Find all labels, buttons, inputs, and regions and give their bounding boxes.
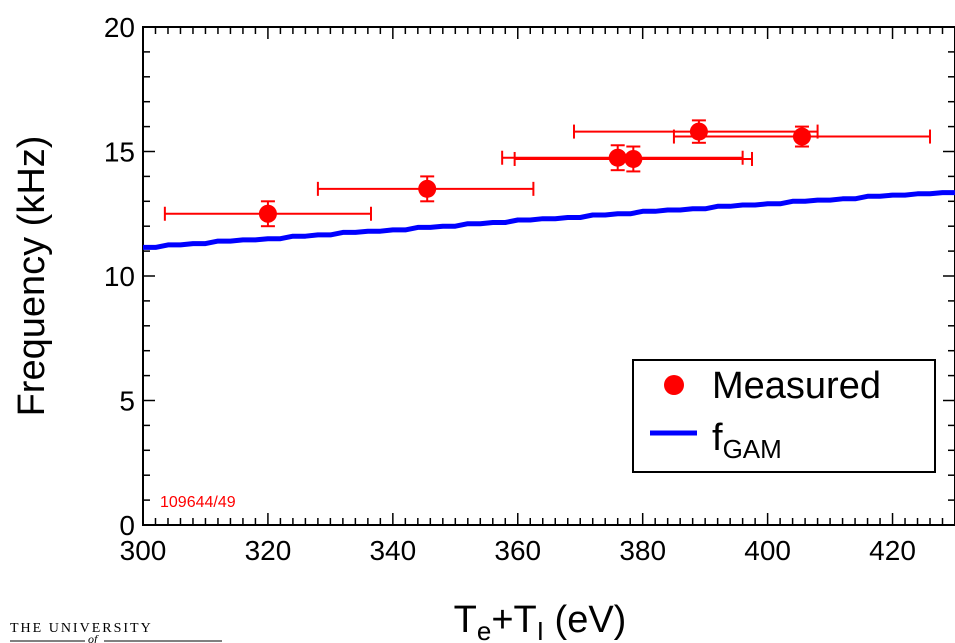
measured-marker xyxy=(792,127,811,146)
y-tick-label: 0 xyxy=(119,510,135,541)
measured-series xyxy=(163,119,932,228)
university-logo: THE UNIVERSITY of xyxy=(10,621,222,643)
y-axis-title: Frequency (kHz) xyxy=(11,136,53,417)
measured-marker xyxy=(624,149,643,168)
x-axis-title-t: T xyxy=(454,599,477,641)
x-tick-label: 400 xyxy=(744,535,791,566)
logo-line2: of xyxy=(88,632,99,643)
legend-box xyxy=(632,359,936,473)
annotation-shot-id: 109644/49 xyxy=(160,494,236,511)
measured-point xyxy=(163,200,372,228)
measured-point xyxy=(572,119,819,144)
x-axis-title-sub-i: I xyxy=(537,616,544,643)
x-axis-title-unit: (eV) xyxy=(544,599,626,641)
legend-fgam-label-main: f xyxy=(712,417,723,459)
x-axis-title: Te+TI (eV) xyxy=(454,599,627,643)
x-axis-title-plus: +T xyxy=(491,599,536,641)
measured-point xyxy=(501,144,744,172)
y-tick-labels: 0 5 10 15 20 xyxy=(104,12,135,541)
measured-marker xyxy=(258,204,277,223)
measured-marker xyxy=(418,179,437,198)
axis-ticks xyxy=(142,26,955,526)
measured-marker xyxy=(689,122,708,141)
legend: Measured fGAM xyxy=(632,359,936,473)
y-tick-label: 5 xyxy=(119,386,135,417)
fgam-line-path xyxy=(143,190,955,250)
x-tick-label: 300 xyxy=(120,535,167,566)
fgam-series xyxy=(143,190,955,250)
x-tick-label: 420 xyxy=(869,535,916,566)
plot-frame xyxy=(142,26,955,526)
measured-point xyxy=(513,145,753,173)
y-tick-label: 20 xyxy=(104,12,135,43)
legend-fgam-label: fGAM xyxy=(712,417,782,464)
measured-point xyxy=(672,125,932,148)
x-tick-label: 360 xyxy=(494,535,541,566)
legend-fgam-label-sub: GAM xyxy=(723,434,782,464)
y-tick-label: 15 xyxy=(104,137,135,168)
x-axis-title-sub-e: e xyxy=(477,616,491,643)
x-tick-label: 380 xyxy=(619,535,666,566)
legend-measured-label: Measured xyxy=(712,365,881,407)
measured-point xyxy=(316,175,535,203)
x-tick-labels: 300 320 340 360 380 400 420 xyxy=(120,535,916,566)
logo-line1: THE UNIVERSITY xyxy=(10,621,153,636)
measured-marker xyxy=(608,148,627,167)
legend-measured-marker xyxy=(664,375,684,395)
x-tick-label: 340 xyxy=(369,535,416,566)
x-tick-label: 320 xyxy=(245,535,292,566)
y-tick-label: 10 xyxy=(104,261,135,292)
